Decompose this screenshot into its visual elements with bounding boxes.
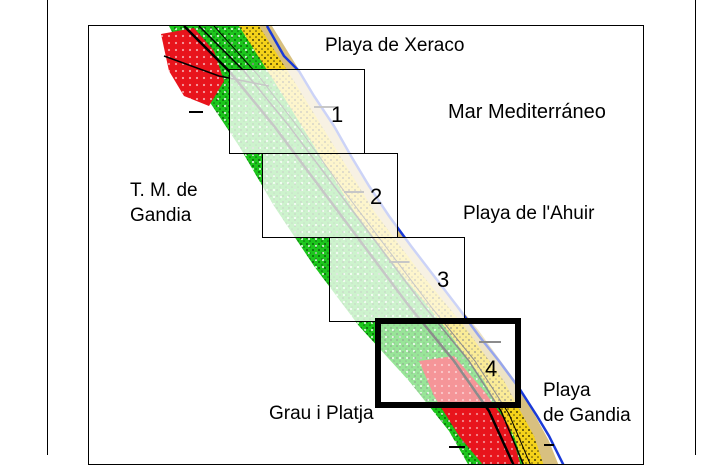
sheet-number-3: 3	[437, 267, 450, 292]
page-border-right	[695, 0, 696, 455]
label-tm-de-gandia: T. M. de Gandia	[130, 180, 198, 226]
sheet-frame-1[interactable]: 1	[229, 69, 365, 154]
sheet-number-4: 4	[485, 356, 498, 381]
sheet-number-1: 1	[331, 102, 344, 127]
map-frame: 1 2 3 4	[88, 25, 644, 465]
label-playa-de-lahuir: Playa de l'Ahuir	[463, 203, 595, 224]
label-mar-mediterraneo: Mar Mediterráneo	[448, 101, 606, 123]
sheet-number-2: 2	[370, 184, 383, 209]
page-border-left	[47, 0, 48, 455]
label-playa-de-gandia: Playa de Gandia	[543, 380, 631, 426]
label-playa-de-xeraco: Playa de Xeraco	[325, 35, 465, 56]
label-grau-i-platja: Grau i Platja	[269, 403, 374, 424]
sheet-frame-3[interactable]: 3	[329, 237, 465, 322]
sheet-frame-4-selected[interactable]: 4	[375, 318, 521, 408]
sheet-frame-2[interactable]: 2	[262, 153, 398, 238]
